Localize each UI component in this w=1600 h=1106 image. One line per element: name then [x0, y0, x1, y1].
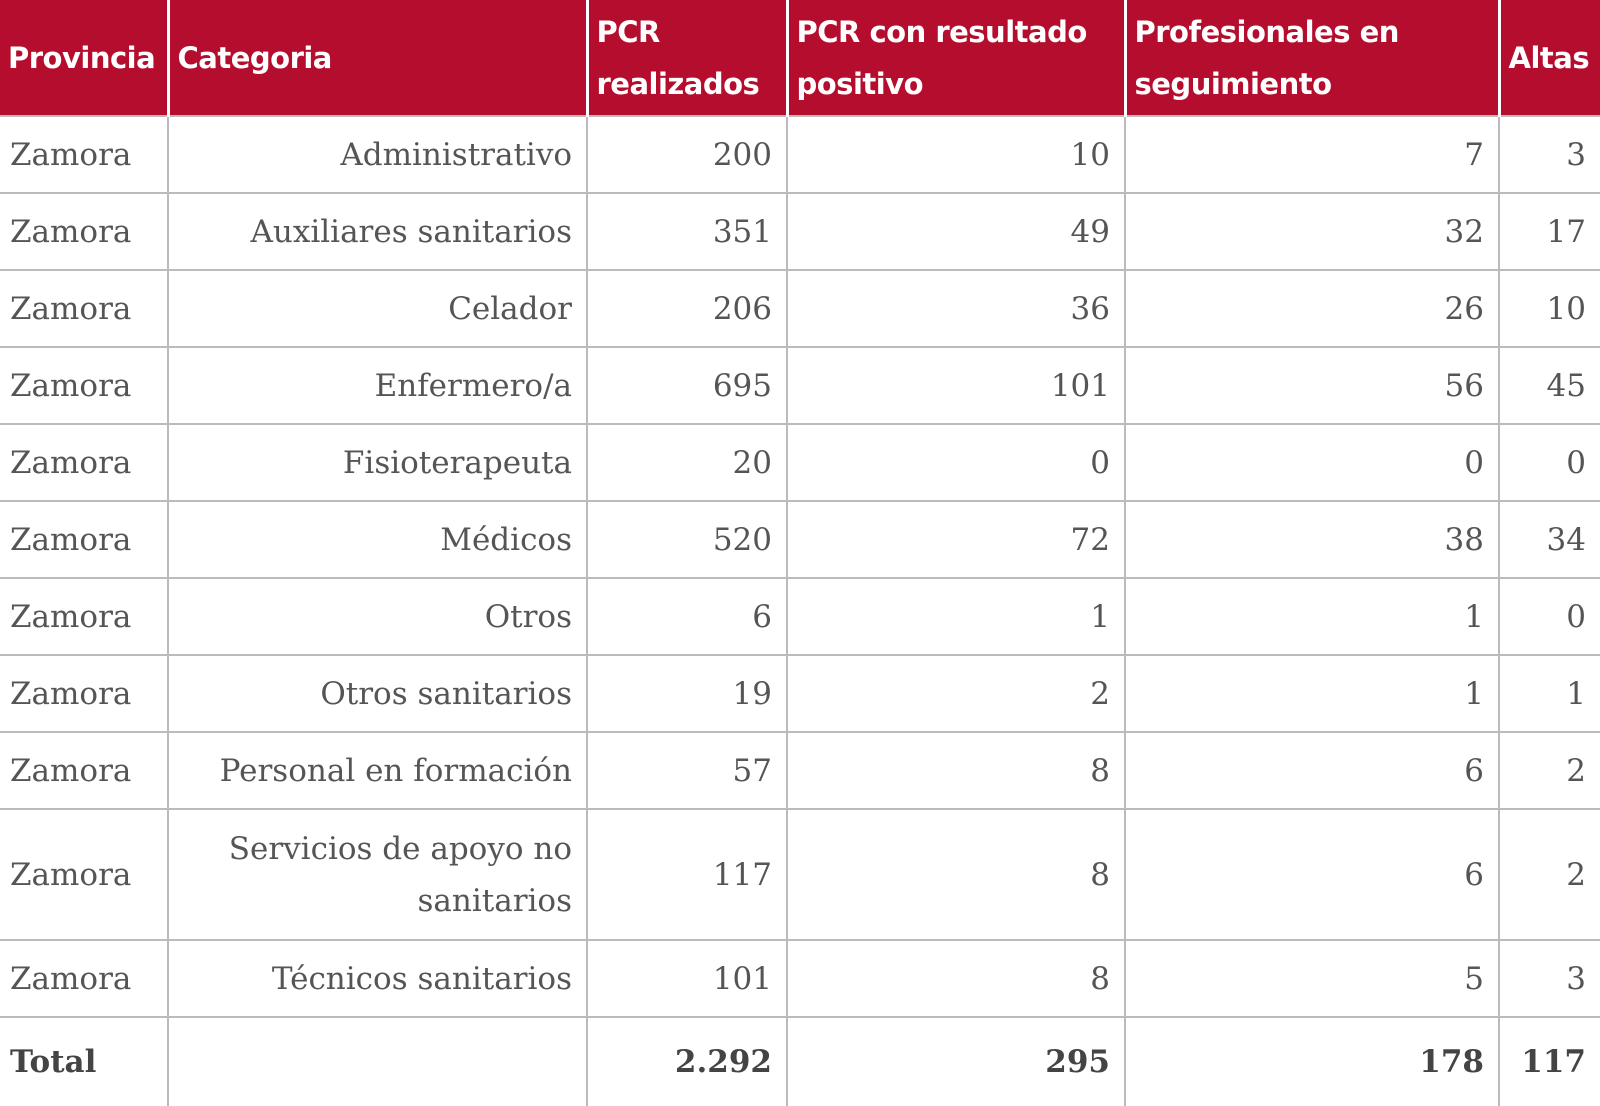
table-cell: 695 [586, 346, 788, 425]
table-cell: 0 [1498, 423, 1600, 502]
total-row: Total 2.292 295 178 117 [0, 1016, 1600, 1106]
table-cell: 0 [1498, 577, 1600, 656]
total-cell: 178 [1124, 1016, 1500, 1106]
table-row: Zamora Técnicos sanitarios 101 8 5 3 [0, 939, 1600, 1018]
table-cell: 8 [786, 939, 1126, 1018]
table-cell: 8 [786, 808, 1126, 941]
table-cell: 2 [1498, 731, 1600, 810]
table-cell: Zamora [0, 115, 169, 194]
total-cell: 2.292 [586, 1016, 788, 1106]
table-cell: 10 [1498, 269, 1600, 348]
table-cell: Celador [167, 269, 588, 348]
total-cell: 117 [1498, 1016, 1600, 1106]
table-row: Zamora Auxiliares sanitarios 351 49 32 17 [0, 192, 1600, 271]
table-cell: 101 [786, 346, 1126, 425]
table-cell: 520 [586, 500, 788, 579]
table-cell: Personal en formación [167, 731, 588, 810]
table-cell: 38 [1124, 500, 1500, 579]
table-cell: 26 [1124, 269, 1500, 348]
header-cell: Provincia [0, 0, 170, 116]
table-cell: 49 [786, 192, 1126, 271]
table-cell: 3 [1498, 939, 1600, 1018]
table-cell: Zamora [0, 939, 169, 1018]
table-cell: 200 [586, 115, 788, 194]
table-cell: Administrativo [167, 115, 588, 194]
header-cell: PCR realizados [587, 0, 789, 116]
empty-cell [167, 1016, 588, 1106]
table-cell: 7 [1124, 115, 1500, 194]
table-head: Provincia Categoria PCR realizados PCR con … [0, 0, 1600, 116]
table-cell: Otros sanitarios [167, 654, 588, 733]
table-cell: Enfermero/a [167, 346, 588, 425]
table-cell: 20 [586, 423, 788, 502]
total-cell: 295 [786, 1016, 1126, 1106]
table-row: Zamora Personal en formación 57 8 6 2 [0, 731, 1600, 810]
table-cell: 1 [1498, 654, 1600, 733]
table-cell: Auxiliares sanitarios [167, 192, 588, 271]
table-cell: 56 [1124, 346, 1500, 425]
table-cell: 19 [586, 654, 788, 733]
table-cell: 32 [1124, 192, 1500, 271]
table-cell: 17 [1498, 192, 1600, 271]
table-cell: Servicios de apoyo no sanitarios [167, 808, 588, 941]
table-cell: 1 [1124, 654, 1500, 733]
table-cell: 45 [1498, 346, 1600, 425]
table-cell: Zamora [0, 654, 169, 733]
table-cell: 5 [1124, 939, 1500, 1018]
table-cell: Zamora [0, 192, 169, 271]
table-cell: 6 [586, 577, 788, 656]
table-cell: Zamora [0, 731, 169, 810]
header-cell: Profesionales en seguimiento [1125, 0, 1501, 116]
header-cell: Categoria [168, 0, 589, 116]
table-cell: Fisioterapeuta [167, 423, 588, 502]
table-cell: 1 [1124, 577, 1500, 656]
table-cell: 34 [1498, 500, 1600, 579]
table-row: Zamora Enfermero/a 695 101 56 45 [0, 346, 1600, 425]
table-cell: Técnicos sanitarios [167, 939, 588, 1018]
table-cell: 2 [1498, 808, 1600, 941]
table-row: Zamora Celador 206 36 26 10 [0, 269, 1600, 348]
table-row: Zamora Otros sanitarios 19 2 1 1 [0, 654, 1600, 733]
table-cell: 351 [586, 192, 788, 271]
table-cell: 10 [786, 115, 1126, 194]
table-row: Zamora Otros 6 1 1 0 [0, 577, 1600, 656]
table-row: Zamora Médicos 520 72 38 34 [0, 500, 1600, 579]
table-cell: 57 [586, 731, 788, 810]
table-cell: Otros [167, 577, 588, 656]
header-cell: PCR con resultado positivo [787, 0, 1127, 116]
header-row: Provincia Categoria PCR realizados PCR con … [0, 0, 1600, 116]
header-cell: Altas [1499, 0, 1600, 116]
table-cell: Zamora [0, 808, 169, 941]
table-cell: 6 [1124, 731, 1500, 810]
table-cell: Zamora [0, 346, 169, 425]
table-cell: Médicos [167, 500, 588, 579]
table-cell: 0 [1124, 423, 1500, 502]
table-row: Zamora Servicios de apoyo no sanitarios 11… [0, 808, 1600, 941]
table-cell: 1 [786, 577, 1126, 656]
table-cell: Zamora [0, 269, 169, 348]
table-row: Zamora Fisioterapeuta 20 0 0 0 [0, 423, 1600, 502]
table-cell: 206 [586, 269, 788, 348]
table-cell: 0 [786, 423, 1126, 502]
total-cell: Total [0, 1016, 169, 1106]
table-cell: Zamora [0, 500, 169, 579]
table-cell: 2 [786, 654, 1126, 733]
table-cell: 6 [1124, 808, 1500, 941]
table-cell: 117 [586, 808, 788, 941]
table-cell: 3 [1498, 115, 1600, 194]
table-cell: Zamora [0, 577, 169, 656]
table-row: Zamora Administrativo 200 10 7 3 [0, 115, 1600, 194]
table-cell: 36 [786, 269, 1126, 348]
table-cell: 8 [786, 731, 1126, 810]
table-cell: Zamora [0, 423, 169, 502]
table-cell: 101 [586, 939, 788, 1018]
table-body: Zamora Administrativo 200 10 7 3 Zamora Auxilia… [0, 115, 1600, 1106]
table-cell: 72 [786, 500, 1126, 579]
